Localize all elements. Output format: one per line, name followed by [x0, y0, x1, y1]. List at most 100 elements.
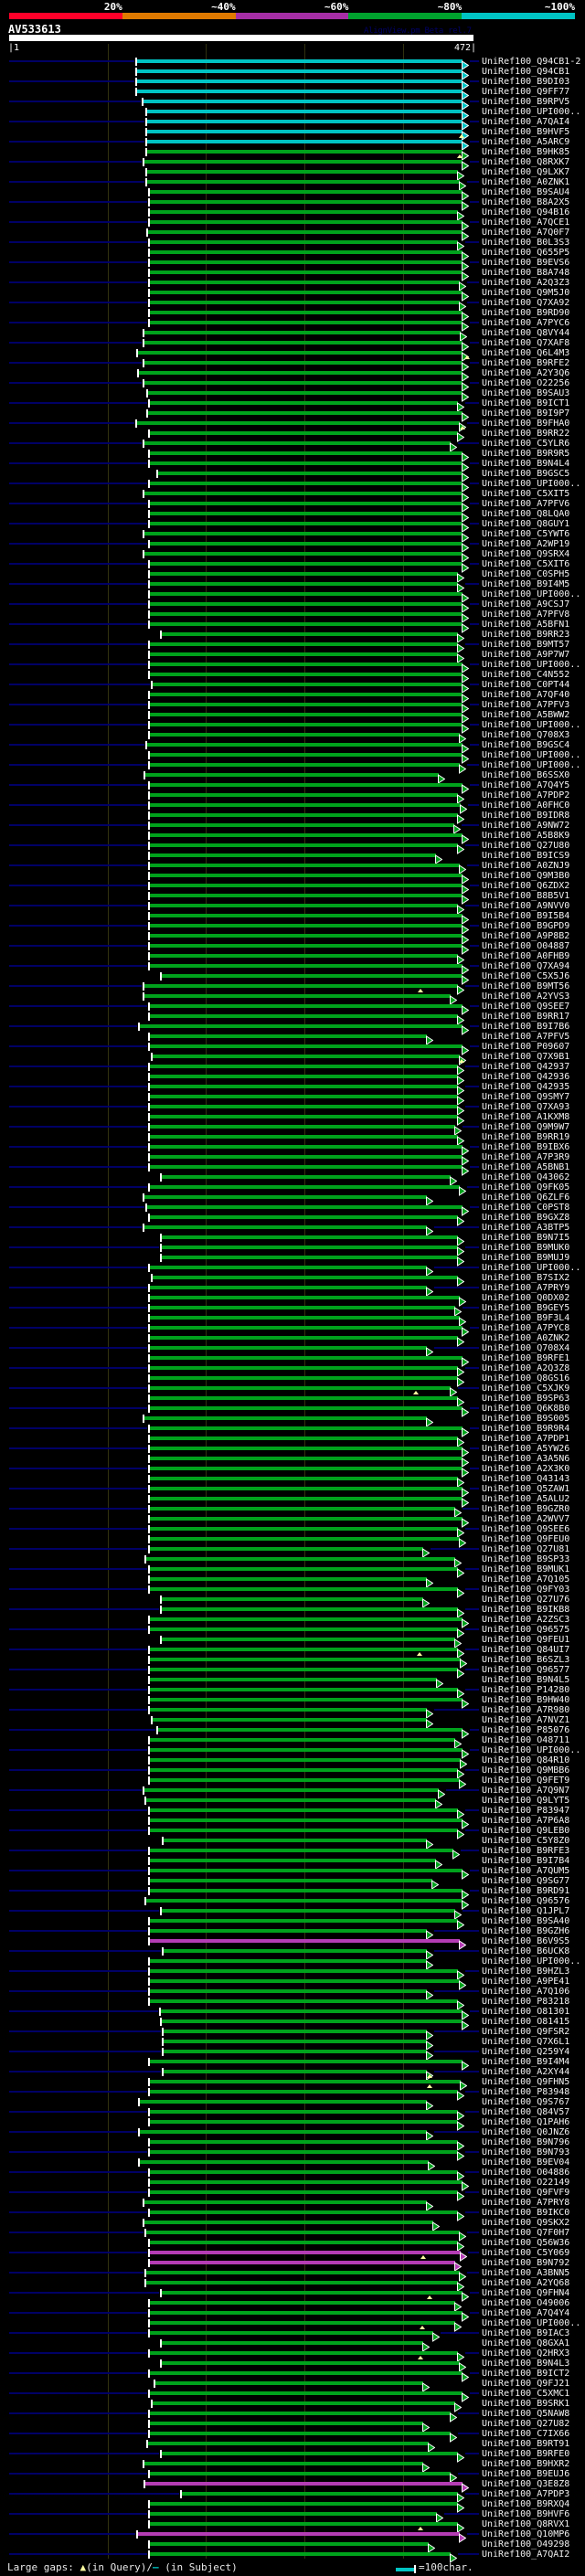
- hit-bar[interactable]: [149, 1808, 458, 1812]
- hit-bar[interactable]: [139, 1024, 463, 1028]
- hit-bar[interactable]: [149, 1165, 463, 1169]
- hit-row[interactable]: UniRef100_B9IKB8: [0, 1605, 585, 1618]
- hit-row[interactable]: UniRef100_B9RR23: [0, 630, 585, 643]
- hit-row[interactable]: UniRef100_Q9MBB6: [0, 1765, 585, 1779]
- hit-bar[interactable]: [149, 703, 463, 706]
- hit-label[interactable]: UniRef100_Q84R10: [482, 1755, 570, 1765]
- hit-label[interactable]: UniRef100_B9I9P7: [482, 408, 570, 419]
- hit-bar[interactable]: [161, 1597, 423, 1601]
- hit-label[interactable]: UniRef100_B9RR19: [482, 1132, 570, 1142]
- hit-bar[interactable]: [149, 843, 458, 847]
- hit-bar[interactable]: [149, 321, 463, 324]
- hit-label[interactable]: UniRef100_B6V9S5: [482, 1936, 570, 1946]
- hit-row[interactable]: UniRef100_Q9FVF9: [0, 2188, 585, 2201]
- hit-row[interactable]: UniRef100_Q9LYT5: [0, 1796, 585, 1809]
- hit-row[interactable]: UniRef100_C0SPH5: [0, 569, 585, 583]
- hit-label[interactable]: UniRef100_Q9LYT5: [482, 1796, 570, 1806]
- hit-row[interactable]: UniRef100_A7PRY9: [0, 1283, 585, 1297]
- hit-row[interactable]: UniRef100_B9GEY5: [0, 1303, 585, 1317]
- hit-bar[interactable]: [149, 431, 458, 435]
- hit-label[interactable]: UniRef100_Q9S767: [482, 2097, 570, 2107]
- hit-bar[interactable]: [161, 2019, 463, 2023]
- hit-bar[interactable]: [149, 673, 463, 676]
- hit-row[interactable]: UniRef100_Q6ZDX2: [0, 881, 585, 895]
- hit-row[interactable]: UniRef100_A5ALU2: [0, 1494, 585, 1508]
- hit-bar[interactable]: [149, 2311, 463, 2315]
- hit-row[interactable]: UniRef100_Q5NAW8: [0, 2409, 585, 2422]
- hit-label[interactable]: UniRef100_Q9FJ21: [482, 2379, 570, 2389]
- hit-label[interactable]: UniRef100_A7PDP2: [482, 790, 570, 800]
- hit-bar[interactable]: [149, 592, 463, 596]
- hit-row[interactable]: UniRef100_B9HZL3: [0, 1966, 585, 1980]
- hit-bar[interactable]: [149, 1336, 458, 1340]
- hit-bar[interactable]: [144, 552, 463, 556]
- hit-row[interactable]: UniRef100_B8A748: [0, 268, 585, 281]
- hit-row[interactable]: UniRef100_A2X3K0: [0, 1464, 585, 1478]
- hit-label[interactable]: UniRef100_Q43062: [482, 1172, 570, 1182]
- hit-bar[interactable]: [149, 793, 458, 797]
- hit-label[interactable]: UniRef100_Q9M5J0: [482, 288, 570, 298]
- hit-bar[interactable]: [146, 150, 463, 154]
- hit-label[interactable]: UniRef100_B9HXR2: [482, 2459, 570, 2469]
- hit-label[interactable]: UniRef100_Q9FVF9: [482, 2188, 570, 2198]
- hit-label[interactable]: UniRef100_P14280: [482, 1685, 570, 1695]
- hit-label[interactable]: UniRef100_A7Q0F7: [482, 228, 570, 238]
- hit-label[interactable]: UniRef100_A7P3R9: [482, 1152, 570, 1162]
- hit-bar[interactable]: [144, 984, 458, 988]
- hit-bar[interactable]: [149, 1185, 460, 1189]
- hit-bar[interactable]: [149, 1869, 463, 1872]
- hit-label[interactable]: UniRef100_A0ZNJ9: [482, 861, 570, 871]
- hit-label[interactable]: UniRef100_B8A748: [482, 268, 570, 278]
- hit-label[interactable]: UniRef100_Q708X4: [482, 1343, 570, 1353]
- hit-bar[interactable]: [149, 2110, 458, 2114]
- hit-bar[interactable]: [149, 1487, 463, 1490]
- hit-label[interactable]: UniRef100_Q9LEB0: [482, 1826, 570, 1836]
- hit-label[interactable]: UniRef100_B9RR22: [482, 429, 570, 439]
- hit-row[interactable]: UniRef100_A7QF40: [0, 690, 585, 704]
- hit-label[interactable]: UniRef100_C5XIT6: [482, 559, 570, 569]
- hit-label[interactable]: UniRef100_Q8GS16: [482, 1373, 570, 1383]
- hit-row[interactable]: UniRef100_B9RD90: [0, 308, 585, 322]
- hit-bar[interactable]: [136, 90, 463, 93]
- hit-label[interactable]: UniRef100_Q94CB1: [482, 67, 570, 77]
- hit-row[interactable]: UniRef100_Q0DX02: [0, 1293, 585, 1307]
- hit-row[interactable]: UniRef100_B9EVS6: [0, 258, 585, 271]
- hit-label[interactable]: UniRef100_A7PDP1: [482, 1434, 570, 1444]
- hit-bar[interactable]: [147, 2442, 429, 2445]
- hit-bar[interactable]: [163, 2070, 427, 2073]
- hit-label[interactable]: UniRef100_A7Q4Y5: [482, 780, 570, 790]
- hit-label[interactable]: UniRef100_B9N7I5: [482, 1233, 570, 1243]
- hit-label[interactable]: UniRef100_B9RR17: [482, 1012, 570, 1022]
- hit-bar[interactable]: [149, 1145, 463, 1149]
- hit-bar[interactable]: [137, 351, 463, 355]
- hit-bar[interactable]: [149, 1034, 427, 1038]
- hit-bar[interactable]: [145, 2271, 460, 2274]
- hit-bar[interactable]: [149, 2512, 437, 2516]
- hit-label[interactable]: UniRef100_B9RPV5: [482, 97, 570, 107]
- hit-bar[interactable]: [149, 1115, 458, 1118]
- hit-bar[interactable]: [149, 200, 463, 204]
- hit-bar[interactable]: [149, 813, 458, 817]
- hit-row[interactable]: UniRef100_B9SP33: [0, 1554, 585, 1568]
- hit-label[interactable]: UniRef100_A9NVV0: [482, 901, 570, 911]
- hit-bar[interactable]: [145, 1798, 436, 1802]
- hit-row[interactable]: UniRef100_A7QAI2: [0, 2549, 585, 2563]
- hit-label[interactable]: UniRef100_Q9M9W7: [482, 1122, 570, 1132]
- hit-row[interactable]: UniRef100_B9SRK1: [0, 2399, 585, 2412]
- hit-label[interactable]: UniRef100_Q1JPL7: [482, 1906, 570, 1916]
- hit-bar[interactable]: [149, 914, 463, 917]
- hit-row[interactable]: UniRef100_B9MT56: [0, 981, 585, 995]
- hit-row[interactable]: UniRef100_A9P8B2: [0, 931, 585, 945]
- hit-bar[interactable]: [149, 2502, 458, 2506]
- hit-label[interactable]: UniRef100_A7PRY8: [482, 2198, 570, 2208]
- hit-bar[interactable]: [149, 2432, 451, 2435]
- hit-label[interactable]: UniRef100_B9I7B4: [482, 1856, 570, 1866]
- hit-label[interactable]: UniRef100_Q94CB1-2: [482, 57, 581, 67]
- hit-row[interactable]: UniRef100_Q9LXK7: [0, 167, 585, 181]
- hit-row[interactable]: UniRef100_UPI000..: [0, 589, 585, 603]
- hit-bar[interactable]: [149, 864, 460, 867]
- hit-label[interactable]: UniRef100_Q42936: [482, 1072, 570, 1082]
- hit-bar[interactable]: [146, 180, 460, 184]
- hit-row[interactable]: UniRef100_B9RFE3: [0, 1846, 585, 1860]
- hit-row[interactable]: UniRef100_A7Q4Y4: [0, 2308, 585, 2322]
